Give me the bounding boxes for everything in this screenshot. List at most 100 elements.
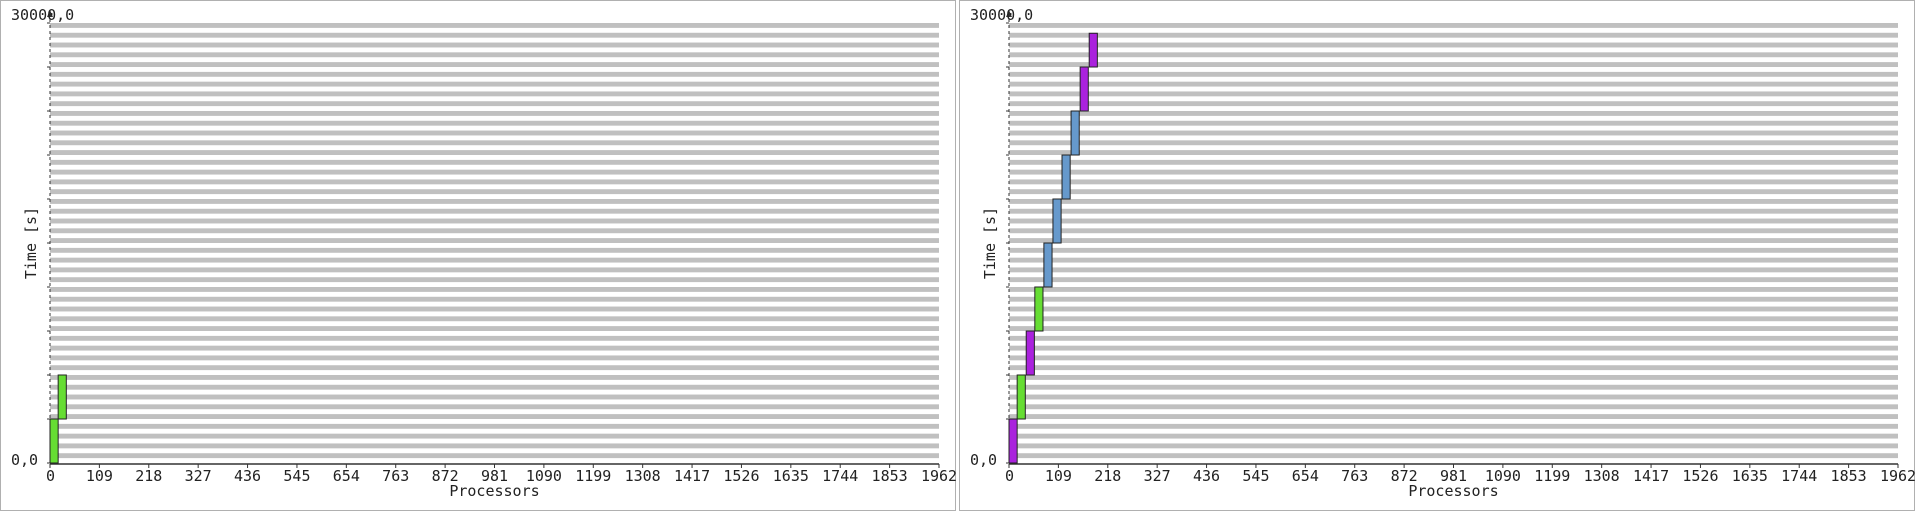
background-stripe	[50, 306, 939, 312]
background-stripe	[50, 365, 939, 371]
background-stripe	[50, 62, 939, 67]
x-tick-label: 872	[1391, 467, 1418, 485]
background-stripe	[1009, 267, 1898, 273]
task-bar	[1088, 32, 1098, 68]
task-bar	[1034, 286, 1044, 332]
background-stripe	[50, 433, 939, 439]
background-stripe	[1009, 52, 1898, 58]
background-stripe	[50, 443, 939, 449]
background-stripe	[50, 169, 939, 175]
background-stripe	[50, 140, 939, 146]
background-stripe	[50, 159, 939, 165]
task-bar	[1025, 330, 1035, 376]
x-tick-label: 109	[1045, 467, 1072, 485]
background-stripe	[1009, 335, 1898, 341]
task-group	[1008, 32, 1098, 464]
task-bar	[1079, 66, 1089, 112]
background-stripe	[50, 130, 939, 136]
background-stripe	[50, 394, 939, 400]
background-stripe	[50, 91, 939, 97]
x-tick-label: 654	[1292, 467, 1319, 485]
x-tick-label: 1526	[723, 467, 759, 485]
background-stripe	[1009, 423, 1898, 429]
background-stripe	[50, 423, 939, 429]
task-group	[49, 374, 67, 464]
background-stripe	[50, 267, 939, 273]
background-stripe	[1009, 111, 1898, 116]
background-stripe	[50, 208, 939, 214]
background-stripe	[1009, 42, 1898, 48]
x-tick-label: 1962	[1880, 467, 1916, 485]
x-tick-label: 1744	[1781, 467, 1817, 485]
background-stripe	[50, 71, 939, 77]
stripe-group	[50, 23, 939, 459]
chart-panel-left: 0 109 218 327 436 545 654 763 872 981 1090 1199 1308…	[0, 0, 957, 511]
background-stripe	[1009, 404, 1898, 410]
x-axis-label: Processors	[1408, 482, 1498, 500]
task-bar	[1052, 198, 1062, 244]
y-min-label: 0,0	[970, 451, 997, 469]
background-stripe	[1009, 277, 1898, 283]
background-stripe	[1009, 296, 1898, 302]
x-tick-label: 1417	[674, 467, 710, 485]
y-min-label: 0,0	[11, 451, 38, 469]
x-tick-label: 1308	[625, 467, 661, 485]
x-tick-label: 1635	[773, 467, 809, 485]
background-stripe	[50, 287, 939, 292]
background-stripe	[1009, 443, 1898, 449]
x-tick-label: 545	[1242, 467, 1269, 485]
background-stripe	[1009, 81, 1898, 87]
background-stripe	[50, 199, 939, 204]
x-tick-label: 763	[1341, 467, 1368, 485]
background-stripe	[50, 404, 939, 410]
background-stripe	[50, 316, 939, 322]
background-stripe	[50, 218, 939, 224]
background-stripe	[1009, 32, 1898, 38]
x-tick-label: 1199	[1534, 467, 1570, 485]
background-stripe	[1009, 71, 1898, 77]
background-stripe	[1009, 169, 1898, 175]
background-stripe	[1009, 345, 1898, 351]
background-stripe	[50, 52, 939, 58]
background-stripe	[1009, 199, 1898, 204]
x-tick-label: 1744	[822, 467, 858, 485]
gantt-chart-right: 0 109 218 327 436 545 654 763 872 981 1090 1199 1308…	[970, 6, 1916, 500]
background-stripe	[50, 120, 939, 126]
task-bar	[57, 374, 67, 420]
background-stripe	[1009, 218, 1898, 224]
gantt-chart-left: 0 109 218 327 436 545 654 763 872 981 1090 1199 1308…	[11, 6, 957, 500]
x-tick-label: 0	[46, 467, 55, 485]
background-stripe	[50, 453, 939, 459]
x-tick-label: 109	[86, 467, 113, 485]
background-stripe	[50, 150, 939, 155]
background-stripe	[50, 228, 939, 234]
x-tick-label: 1090	[1485, 467, 1521, 485]
background-stripe	[1009, 326, 1898, 331]
background-stripe	[50, 277, 939, 283]
x-tick-label: 654	[333, 467, 360, 485]
background-stripe	[1009, 91, 1898, 97]
background-stripe	[1009, 375, 1898, 380]
background-stripe	[1009, 365, 1898, 371]
background-stripe	[1009, 414, 1898, 419]
background-stripe	[1009, 433, 1898, 439]
y-axis-arrow	[47, 10, 53, 17]
background-stripe	[1009, 23, 1898, 28]
background-stripe	[1009, 384, 1898, 390]
x-tick-label: 1308	[1584, 467, 1620, 485]
task-bar	[1070, 110, 1080, 156]
x-tick-label: 1853	[872, 467, 908, 485]
x-tick-label: 327	[1144, 467, 1171, 485]
background-stripe	[50, 42, 939, 48]
x-tick-label: 218	[135, 467, 162, 485]
task-bar	[1008, 418, 1018, 464]
background-stripe	[1009, 159, 1898, 165]
background-stripe	[50, 257, 939, 263]
background-stripe	[1009, 394, 1898, 400]
task-bar	[1061, 154, 1071, 200]
task-bar	[49, 418, 59, 464]
x-tick-label: 218	[1094, 467, 1121, 485]
background-stripe	[50, 101, 939, 107]
background-stripe	[1009, 453, 1898, 459]
x-tick-label: 1417	[1633, 467, 1669, 485]
